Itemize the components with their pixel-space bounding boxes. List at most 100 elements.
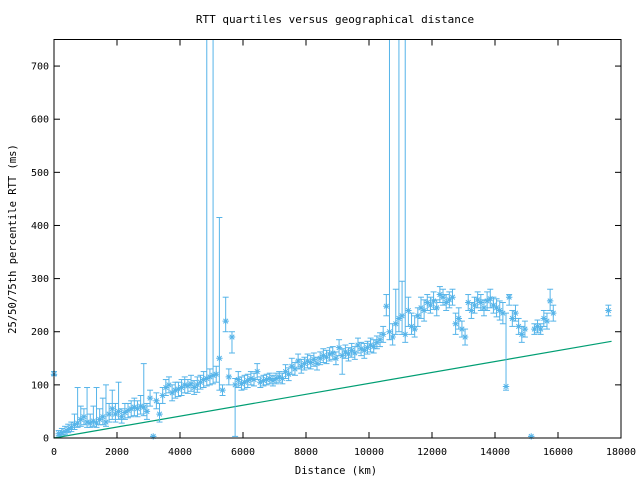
median-marker <box>417 304 425 312</box>
chart-title: RTT quartiles versus geographical distan… <box>196 13 474 26</box>
median-marker <box>263 376 270 383</box>
median-marker <box>68 424 75 431</box>
data-point <box>190 380 198 395</box>
median-marker <box>386 328 393 335</box>
median-marker <box>420 307 428 314</box>
data-point <box>414 307 422 327</box>
data-point <box>102 384 110 427</box>
data-point <box>307 355 314 370</box>
median-marker <box>436 291 444 298</box>
data-point <box>175 381 182 398</box>
median-marker <box>77 416 84 423</box>
data-point <box>379 325 387 343</box>
median-marker <box>206 373 214 381</box>
median-marker <box>298 363 305 370</box>
median-marker <box>87 419 94 427</box>
data-point <box>408 312 415 335</box>
data-point <box>540 309 548 327</box>
data-point <box>304 353 311 369</box>
median-marker <box>515 323 522 330</box>
median-marker <box>376 336 384 343</box>
data-point <box>436 286 444 304</box>
median-marker <box>439 293 447 301</box>
median-marker <box>339 352 346 359</box>
median-marker <box>156 410 163 418</box>
median-marker <box>550 309 557 317</box>
data-point <box>216 216 223 391</box>
median-marker <box>276 373 283 381</box>
median-marker <box>414 312 422 319</box>
data-point <box>354 337 362 354</box>
x-tick-label: 14000 <box>480 447 510 458</box>
median-marker <box>140 403 147 411</box>
data-point <box>131 397 138 417</box>
median-marker <box>342 348 349 356</box>
data-point <box>172 381 179 399</box>
data-point <box>373 335 381 350</box>
data-point <box>332 351 340 366</box>
data-point <box>118 408 125 424</box>
data-point <box>468 302 475 319</box>
data-point <box>420 299 428 322</box>
x-tick-label: 0 <box>51 447 57 458</box>
median-marker <box>392 320 399 327</box>
median-marker <box>187 380 195 388</box>
data-point <box>402 39 409 343</box>
data-point <box>335 339 343 357</box>
median-marker <box>131 403 138 411</box>
median-marker <box>471 301 478 309</box>
y-tick-label: 700 <box>31 62 49 73</box>
median-marker <box>238 380 245 388</box>
median-marker <box>449 293 456 301</box>
median-marker <box>225 373 233 381</box>
median-marker <box>465 299 472 306</box>
x-tick-label: 2000 <box>105 447 129 458</box>
median-marker <box>109 405 116 412</box>
data-point <box>61 425 69 436</box>
median-marker <box>320 352 327 359</box>
data-point <box>521 320 529 338</box>
y-tick-label: 500 <box>31 168 49 179</box>
median-marker <box>64 426 72 433</box>
median-marker <box>162 384 170 391</box>
median-marker <box>367 341 374 349</box>
median-marker <box>323 354 330 361</box>
data-point <box>383 294 390 317</box>
median-marker <box>373 339 381 346</box>
data-point <box>137 394 144 415</box>
median-marker <box>294 357 302 365</box>
data-point <box>392 288 399 335</box>
median-marker <box>99 413 107 420</box>
data-point <box>276 371 283 383</box>
median-marker <box>537 325 544 333</box>
median-marker <box>543 317 551 325</box>
reference-line-path <box>53 340 612 439</box>
median-marker <box>257 379 264 386</box>
median-marker <box>115 408 122 415</box>
data-point <box>528 433 535 440</box>
median-marker <box>93 419 100 427</box>
data-point <box>99 397 107 426</box>
median-marker <box>351 349 359 357</box>
data-point <box>146 389 154 407</box>
y-tick-label: 0 <box>43 434 49 445</box>
median-marker <box>379 331 387 338</box>
median-marker <box>172 386 179 394</box>
data-point <box>115 381 122 420</box>
median-marker <box>398 312 406 319</box>
median-marker <box>477 299 485 306</box>
data-point <box>257 376 264 389</box>
median-marker <box>134 405 141 412</box>
data-point <box>93 387 100 428</box>
data-point <box>499 302 507 325</box>
median-marker <box>121 409 129 416</box>
median-marker <box>61 428 69 435</box>
median-marker <box>446 296 453 304</box>
median-marker <box>442 299 450 306</box>
data-point <box>153 392 160 410</box>
data-point <box>348 342 355 358</box>
data-point <box>316 351 324 366</box>
data-point <box>512 304 519 322</box>
median-marker <box>528 433 535 440</box>
